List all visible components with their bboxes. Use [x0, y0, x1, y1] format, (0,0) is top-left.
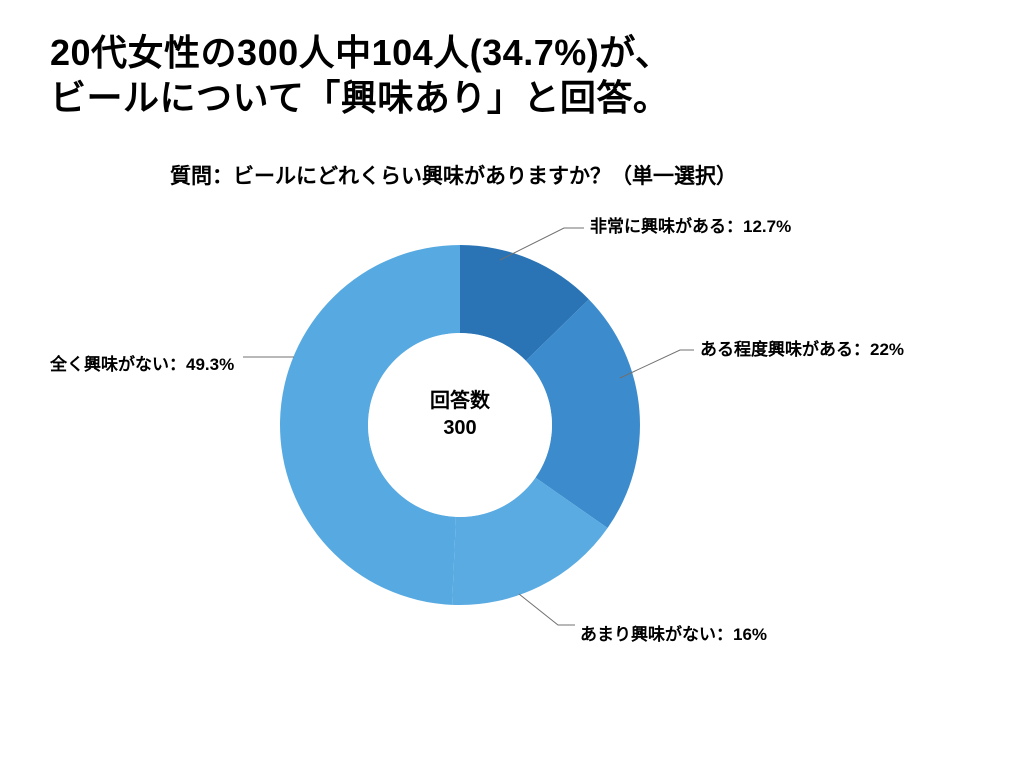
slice-label-0: 非常に興味がある：12.7%: [590, 212, 791, 237]
page-headline: 20代女性の300人中104人(34.7%)が、 ビールについて「興味あり」と回…: [50, 30, 974, 120]
leader-line-2: [519, 594, 575, 625]
slice-label-3: 全く興味がない：49.3%: [50, 350, 234, 375]
donut-chart: 回答数 300 非常に興味がある：12.7% ある程度興味がある：22% あまり興味…: [0, 200, 1024, 740]
chart-center-label: 回答数 300: [430, 388, 490, 442]
survey-question: 質問：ビールにどれくらい興味がありますか？（単一選択）: [170, 160, 737, 190]
slice-label-2: あまり興味がない：16%: [580, 620, 767, 645]
headline-line2: ビールについて「興味あり」と回答。: [50, 77, 669, 118]
center-value: 300: [443, 417, 476, 439]
slice-label-1: ある程度興味がある：22%: [700, 335, 904, 360]
donut-svg: [0, 200, 1024, 740]
headline-line1: 20代女性の300人中104人(34.7%)が、: [50, 32, 672, 73]
center-title: 回答数: [430, 390, 490, 412]
